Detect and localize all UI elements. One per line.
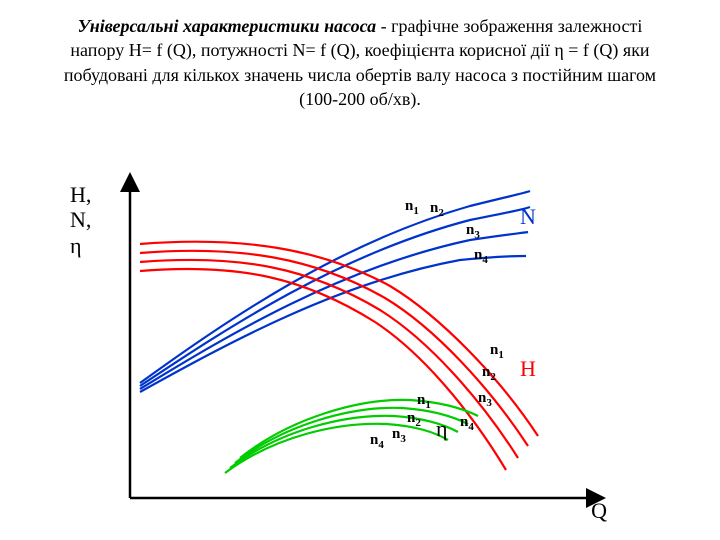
- curve-label-N-n4: n4: [474, 247, 488, 266]
- family-label-eta: η: [436, 416, 448, 442]
- title-strong: Універсальні характеристики насоса: [78, 16, 376, 36]
- curve-label-eta-n4: n4: [370, 432, 384, 451]
- family-label-H: H: [520, 356, 536, 382]
- chart-container: H,N,η Q N H η n1n2n3n4n1n2n3n4n1n2n3n4: [90, 168, 615, 520]
- curve-label-N-n2: n2: [430, 200, 444, 219]
- N-curve-n4: [140, 256, 526, 392]
- curve-label-N-n1: n1: [405, 198, 419, 217]
- family-label-N: N: [520, 204, 536, 230]
- curve-label-H-n3: n3: [478, 390, 492, 409]
- eta-curve-n2: [235, 408, 468, 463]
- curve-label-eta-n2: n2: [407, 410, 421, 429]
- curve-label-eta-n3: n3: [392, 426, 406, 445]
- y-axis-label: H,N,η: [70, 182, 91, 258]
- curve-label-H-n2: n2: [482, 364, 496, 383]
- curve-label-eta-n1: n1: [417, 392, 431, 411]
- description-text: Універсальні характеристики насоса - гра…: [60, 14, 660, 111]
- x-axis-label: Q: [591, 498, 607, 524]
- curve-label-H-n4: n4: [460, 414, 474, 433]
- curve-label-N-n3: n3: [466, 222, 480, 241]
- curve-label-H-n1: n1: [490, 342, 504, 361]
- pump-characteristics-chart: [90, 168, 615, 520]
- N-curve-n3: [140, 232, 528, 389]
